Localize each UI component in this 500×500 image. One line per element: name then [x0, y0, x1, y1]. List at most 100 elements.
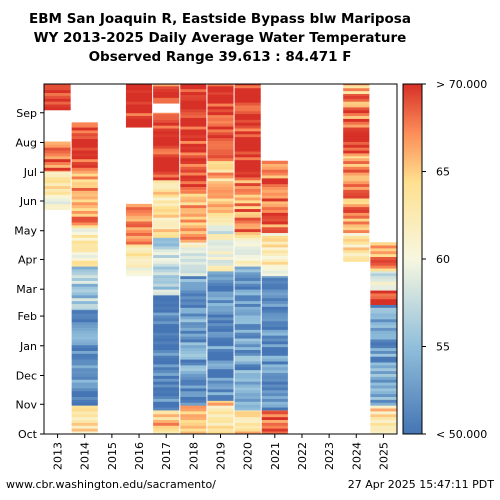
heatmap-cell-2016 — [125, 84, 153, 88]
heatmap-cell-2024 — [343, 121, 370, 125]
heatmap-cell-2019 — [207, 126, 234, 130]
heatmap-cell-2021 — [261, 340, 288, 345]
heatmap-cell-2017 — [153, 228, 180, 233]
heatmap-cell-2024 — [343, 203, 370, 208]
heatmap-cell-2017 — [153, 174, 180, 178]
heatmap-cell-2021 — [261, 364, 288, 368]
heatmap-cell-2016 — [125, 101, 153, 105]
heatmap-cell-2014 — [71, 294, 98, 299]
heatmap-cell-2020 — [234, 416, 261, 421]
heatmap-cell-2020 — [234, 110, 261, 115]
heatmap-cell-2021 — [261, 387, 288, 391]
heatmap-cell-2014 — [71, 425, 98, 429]
heatmap-cell-2018 — [180, 120, 207, 124]
heatmap-cell-2020 — [234, 271, 261, 276]
heatmap-cell-2014 — [71, 201, 98, 206]
heatmap-cell-2019 — [207, 342, 234, 347]
heatmap-cell-2020 — [234, 93, 261, 97]
heatmap-cell-2017 — [153, 343, 180, 348]
heatmap-cell-2014 — [71, 122, 98, 125]
colorbar-axis: > 70.000 65 60 55 < 50.000 — [422, 78, 487, 441]
heatmap-cell-2016 — [125, 244, 153, 248]
heatmap-cell-2021 — [261, 378, 288, 382]
heatmap-cell-2020 — [234, 361, 261, 365]
heatmap-cell-2019 — [207, 325, 234, 329]
heatmap-cell-2021 — [261, 303, 288, 307]
heatmap-cell-2024 — [343, 258, 370, 262]
heatmap-cell-2018 — [180, 126, 207, 130]
heatmap-cell-2016 — [125, 104, 153, 108]
heatmap-cell-2017 — [153, 266, 180, 270]
heatmap-cell-2013 — [44, 206, 71, 211]
heatmap-cell-2017 — [153, 154, 180, 158]
heatmap-cell-2020 — [234, 349, 261, 353]
heatmap-cell-2017 — [153, 392, 180, 397]
heatmap-cell-2019 — [207, 140, 234, 144]
heatmap-cell-2021 — [261, 294, 288, 299]
heatmap-cell-2019 — [207, 239, 234, 243]
heatmap-cell-2020 — [234, 292, 261, 296]
heatmap-cell-2014 — [71, 260, 98, 264]
heatmap-cell-2016 — [125, 264, 153, 268]
heatmap-cell-2014 — [71, 124, 98, 128]
heatmap-cell-2019 — [207, 169, 234, 173]
heatmap-cell-2013 — [44, 150, 71, 154]
colorbar-tick-label: > 70.000 — [436, 78, 487, 91]
heatmap-cell-2017 — [153, 410, 180, 412]
colorbar-tick-label: < 50.000 — [436, 428, 487, 441]
heatmap-cell-2016 — [125, 258, 153, 262]
heatmap-cell-2018 — [180, 242, 207, 245]
heatmap-cell-2014 — [71, 344, 98, 349]
heatmap-cell-2014 — [71, 367, 98, 372]
heatmap-cell-2019 — [207, 233, 234, 237]
heatmap-cell-2018 — [180, 264, 207, 268]
heatmap-cell-2019 — [207, 270, 234, 275]
heatmap-cell-2018 — [180, 287, 207, 291]
heatmap-cell-2021 — [261, 241, 288, 245]
heatmap-cell-2018 — [180, 284, 207, 288]
heatmap-cell-2018 — [180, 201, 207, 206]
heatmap-cell-2019 — [207, 388, 234, 393]
heatmap-cell-2018 — [180, 123, 207, 127]
heatmap-cell-2019 — [207, 175, 234, 179]
heatmap-cell-2019 — [207, 265, 234, 269]
heatmap-cell-2017 — [153, 223, 180, 227]
heatmap-cell-2024 — [343, 206, 370, 211]
heatmap-cell-2019 — [207, 262, 234, 266]
y-tick-label-oct: Oct — [18, 428, 38, 441]
heatmap-cell-2021 — [261, 267, 288, 271]
heatmap-cell-2020 — [234, 303, 261, 307]
heatmap-cell-2014 — [71, 364, 98, 369]
heatmap-cell-2019 — [207, 172, 234, 176]
heatmap-cell-2024 — [343, 127, 370, 131]
heatmap-cell-2025 — [370, 272, 397, 277]
heatmap-cell-2020 — [234, 419, 261, 423]
heatmap-cell-2013 — [44, 179, 71, 184]
heatmap-cell-2021 — [261, 192, 288, 196]
heatmap-cell-2021 — [261, 315, 288, 319]
heatmap-cell-2018 — [180, 140, 207, 144]
heatmap-cell-2017 — [153, 130, 180, 135]
heatmap-cell-2019 — [207, 319, 234, 324]
heatmap-cell-2021 — [261, 252, 288, 257]
heatmap-cell-2017 — [153, 401, 180, 405]
heatmap-cell-2021 — [261, 338, 288, 342]
heatmap-cell-2024 — [343, 115, 370, 119]
heatmap-cell-2013 — [44, 170, 71, 172]
heatmap-cell-2017 — [153, 323, 180, 328]
heatmap-cell-2017 — [153, 431, 180, 435]
heatmap-cell-2021 — [261, 169, 288, 173]
heatmap-cell-2019 — [207, 279, 234, 283]
heatmap-cell-2021 — [261, 160, 288, 164]
heatmap-cell-2021 — [261, 369, 288, 374]
heatmap-cell-2018 — [180, 106, 207, 110]
y-tick-label-dec: Dec — [16, 370, 37, 383]
heatmap-cell-2016 — [125, 224, 153, 228]
heatmap-cell-2014 — [71, 176, 98, 180]
heatmap-cell-2025 — [370, 382, 397, 386]
heatmap-cell-2021 — [261, 419, 288, 423]
y-tick-label-jul: Jul — [23, 166, 37, 179]
heatmap-cell-2016 — [125, 92, 153, 96]
heatmap-cell-2021 — [261, 401, 288, 405]
heatmap-cell-2014 — [71, 184, 98, 188]
